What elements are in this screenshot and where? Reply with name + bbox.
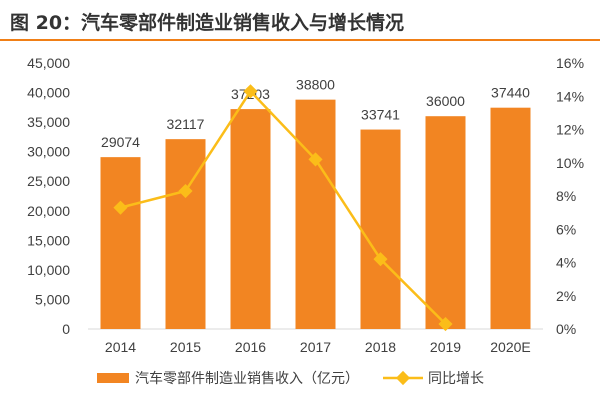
left-axis-tick-label: 15,000 (27, 232, 70, 248)
bar (100, 157, 141, 329)
bar-data-label: 37440 (491, 85, 530, 101)
x-axis-tick-label: 2016 (235, 339, 266, 355)
right-axis-tick-label: 2% (556, 288, 576, 304)
right-axis-tick-label: 14% (556, 88, 584, 104)
bar-data-label: 29074 (101, 134, 140, 150)
legend-line-label: 同比增长 (428, 370, 484, 386)
left-axis-tick-label: 45,000 (27, 55, 70, 71)
x-axis-tick-label: 2015 (170, 339, 201, 355)
left-axis-tick-label: 5,000 (35, 291, 70, 307)
growth-point (438, 316, 453, 332)
growth-line (120, 89, 447, 325)
left-axis-tick-label: 25,000 (27, 173, 70, 189)
left-axis-tick-label: 35,000 (27, 114, 70, 130)
bar (360, 129, 401, 329)
left-axis-tick-label: 20,000 (27, 203, 70, 219)
bar-data-label: 38800 (296, 77, 335, 93)
title-underline (0, 39, 600, 41)
x-axis-tick-label: 2017 (300, 339, 331, 355)
x-axis-tick-label: 2018 (365, 339, 396, 355)
growth-point (308, 152, 323, 167)
growth-point (373, 252, 388, 267)
bar (490, 107, 531, 329)
x-axis-tick-label: 2014 (105, 339, 136, 355)
bar-data-label: 36000 (426, 93, 465, 109)
figure-title: 图 20：汽车零部件制造业销售收入与增长情况 (10, 12, 405, 34)
x-axis-tick-label: 2019 (430, 339, 461, 355)
left-axis-tick-label: 0 (62, 321, 70, 337)
right-axis-tick-label: 10% (556, 155, 584, 171)
growth-point (178, 183, 193, 199)
legend-bar-swatch (97, 373, 129, 383)
right-axis-tick-label: 0% (556, 321, 576, 337)
bar-data-label: 33741 (361, 107, 400, 123)
left-axis-tick-label: 40,000 (27, 85, 70, 101)
x-axis-tick-label: 2020E (490, 339, 530, 355)
bar (295, 99, 336, 329)
right-axis-tick-label: 12% (556, 122, 584, 138)
right-axis-tick-label: 4% (556, 255, 576, 271)
bar (230, 109, 271, 330)
left-axis-tick-label: 30,000 (27, 144, 70, 160)
bar-data-label: 32117 (167, 116, 205, 132)
right-axis-tick-label: 8% (556, 188, 576, 204)
right-axis-tick-label: 6% (556, 221, 576, 237)
legend-bar-label: 汽车零部件制造业销售收入（亿元） (135, 370, 359, 386)
bar (425, 116, 466, 329)
right-axis-tick-label: 16% (556, 55, 584, 71)
left-axis-tick-label: 10,000 (27, 262, 70, 278)
legend-line-marker (395, 370, 411, 386)
